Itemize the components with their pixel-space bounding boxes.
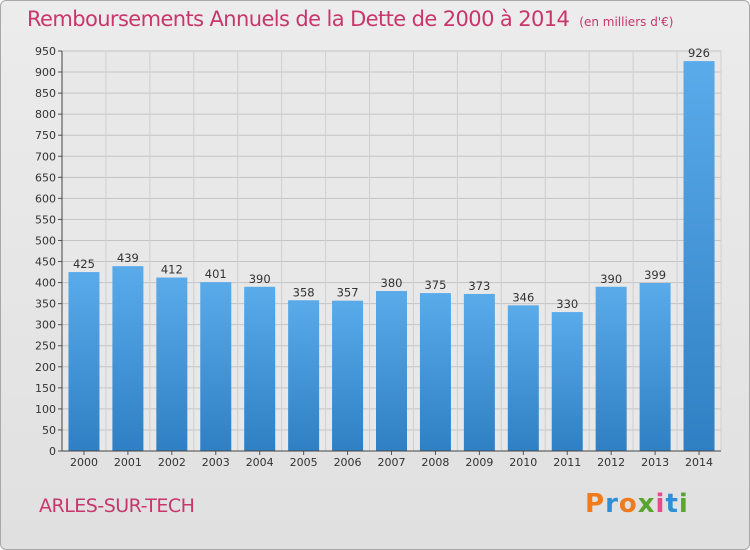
commune-name: ARLES-SUR-TECH: [39, 495, 195, 517]
bar: [200, 282, 232, 451]
bars: [68, 61, 715, 452]
x-tick-label: 2004: [246, 456, 274, 469]
data-label: 425: [73, 257, 95, 271]
bar: [376, 291, 407, 451]
x-tick-label: 2012: [597, 456, 625, 469]
y-tick-label: 450: [35, 256, 56, 269]
x-tick-label: 2002: [158, 456, 186, 469]
x-tick-label: 2006: [334, 456, 362, 469]
logo-letter: i: [678, 489, 689, 519]
bar: [463, 293, 495, 451]
x-tick-label: 2014: [685, 456, 713, 469]
data-label: 346: [512, 290, 534, 304]
x-tick-label: 2005: [290, 456, 318, 469]
logo-letter: t: [665, 489, 679, 519]
bar: [244, 286, 276, 451]
data-label: 412: [161, 263, 183, 277]
y-tick-label: 350: [35, 298, 56, 311]
y-tick-label: 950: [35, 45, 56, 58]
data-label: 357: [337, 286, 359, 300]
data-label: 399: [644, 268, 666, 282]
bar: [551, 312, 583, 451]
y-tick-label: 850: [35, 87, 56, 100]
y-tick-label: 500: [35, 234, 56, 247]
x-tick-label: 2009: [465, 456, 493, 469]
chart-title: Remboursements Annuels de la Dette de 20…: [27, 7, 673, 31]
proxiti-logo: Proxiti: [585, 489, 689, 519]
bar: [507, 305, 539, 451]
logo-letter: o: [618, 489, 638, 519]
y-tick-label: 400: [35, 277, 56, 290]
data-label: 926: [688, 46, 710, 60]
y-tick-label: 100: [35, 403, 56, 416]
chart-subtitle: (en milliers d'€): [579, 15, 674, 29]
y-tick-label: 900: [35, 66, 56, 79]
x-tick-label: 2013: [641, 456, 669, 469]
y-tick-label: 200: [35, 361, 56, 374]
x-tick-label: 2011: [553, 456, 581, 469]
data-label: 375: [424, 278, 446, 292]
chart-title-text: Remboursements Annuels de la Dette de 20…: [27, 7, 570, 31]
y-tick-label: 550: [35, 213, 56, 226]
y-tick-label: 250: [35, 340, 56, 353]
logo-letter: i: [655, 489, 666, 519]
x-tick-label: 2008: [421, 456, 449, 469]
data-labels: 425 439 412 401 390 358 357 380 375 373 346 330 390 3…: [73, 46, 710, 311]
y-tick-label: 0: [49, 445, 56, 458]
bar: [595, 286, 627, 451]
y-tick-label: 800: [35, 108, 56, 121]
data-label: 373: [468, 279, 490, 293]
x-tick-label: 2010: [509, 456, 537, 469]
bar: [332, 300, 364, 451]
bar: [639, 283, 671, 451]
data-label: 390: [249, 272, 271, 286]
data-label: 401: [205, 267, 227, 281]
data-label: 380: [381, 276, 403, 290]
x-tick-label: 2003: [202, 456, 230, 469]
data-label: 358: [293, 285, 315, 299]
x-tick-label: 2007: [378, 456, 406, 469]
y-tick-label: 750: [35, 129, 56, 142]
data-label: 330: [556, 297, 578, 311]
bar: [288, 300, 320, 451]
x-tick-label: 2000: [70, 456, 98, 469]
logo-letter: P: [585, 489, 606, 519]
bar: [68, 272, 100, 451]
bar: [112, 266, 144, 451]
y-tick-label: 50: [42, 424, 56, 437]
y-tick-label: 650: [35, 171, 56, 184]
bar: [683, 61, 715, 452]
x-tick-label: 2001: [114, 456, 142, 469]
y-tick-label: 300: [35, 319, 56, 332]
y-tick-label: 150: [35, 382, 56, 395]
y-tick-label: 700: [35, 150, 56, 163]
data-label: 439: [117, 251, 139, 265]
data-label: 390: [600, 272, 622, 286]
axes: 0 50 100 150 200 250 300 350 400 450 500 550 600 650 7…: [35, 45, 721, 469]
bar: [156, 277, 188, 451]
y-tick-label: 600: [35, 192, 56, 205]
bar: [419, 293, 451, 451]
logo-letter: x: [637, 489, 656, 519]
logo-letter: r: [605, 489, 619, 519]
